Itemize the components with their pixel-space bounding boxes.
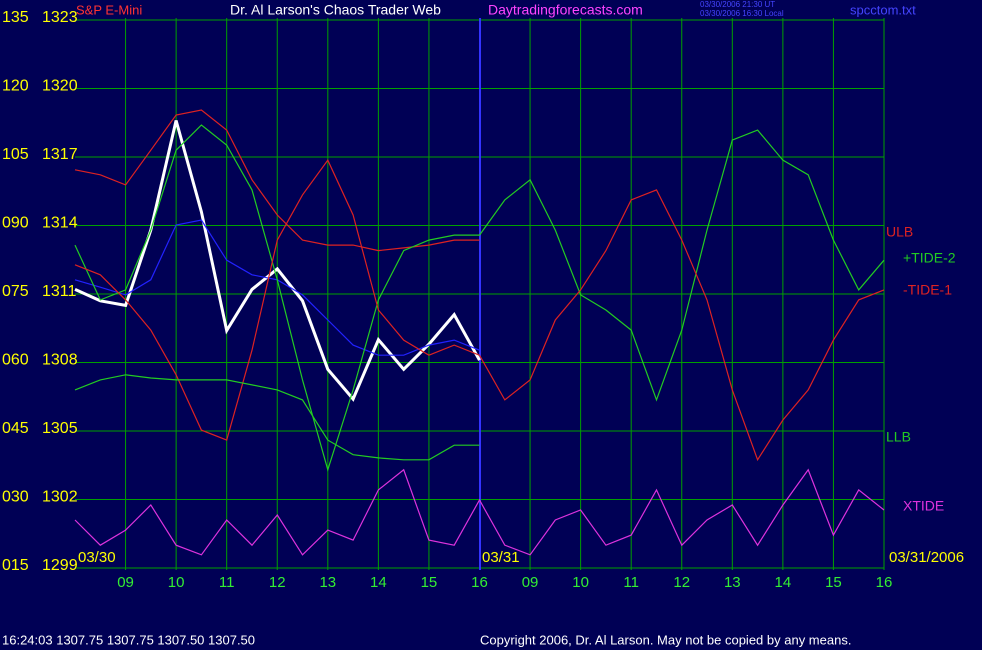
x-tick-label: 09 — [117, 574, 134, 591]
y-tick-label: 045 — [2, 420, 29, 437]
series-label: -TIDE-1 — [903, 282, 952, 298]
x-tick-label: 16 — [876, 574, 893, 591]
y-tick-label: 075 — [2, 283, 29, 300]
y2-tick-label: 1317 — [42, 146, 78, 163]
series-label: S&P E-Mini — [76, 2, 142, 17]
x-tick-label: 13 — [319, 574, 336, 591]
y2-tick-label: 1311 — [42, 283, 77, 300]
series-label: LLB — [886, 429, 911, 445]
x-tick-label: 13 — [724, 574, 741, 591]
x-tick-label: 12 — [269, 574, 286, 591]
y2-tick-label: 1308 — [42, 352, 78, 369]
x-tick-label: 10 — [572, 574, 589, 591]
x-tick-label: 12 — [673, 574, 690, 591]
copyright: Copyright 2006, Dr. Al Larson. May not b… — [480, 632, 851, 647]
series-label: ULB — [886, 224, 913, 240]
y2-tick-label: 1314 — [42, 215, 78, 232]
y-tick-label: 120 — [2, 78, 29, 95]
timestamp: 03/30/2006 21:30 UT — [700, 0, 775, 9]
timestamp: 03/30/2006 16:30 Local — [700, 9, 784, 18]
series-line — [74, 120, 481, 402]
series-line — [74, 159, 885, 462]
y2-tick-label: 1299 — [42, 557, 78, 574]
y2-tick-label: 1305 — [42, 420, 78, 437]
series-label: XTIDE — [903, 498, 944, 514]
y-tick-label: 015 — [2, 557, 29, 574]
series-label: +TIDE-2 — [903, 250, 956, 266]
y-tick-label: 030 — [2, 489, 29, 506]
y-tick-label: 060 — [2, 352, 29, 369]
series-line — [74, 468, 885, 556]
y-tick-label: 135 — [2, 9, 29, 26]
date-label: 03/31/2006 — [889, 549, 964, 566]
x-tick-label: 14 — [370, 574, 387, 591]
series-line — [74, 374, 480, 461]
x-tick-label: 11 — [623, 574, 639, 591]
x-tick-label: 14 — [775, 574, 792, 591]
x-tick-label: 11 — [219, 574, 235, 591]
x-tick-label: 09 — [522, 574, 539, 591]
date-label: 03/31 — [482, 549, 520, 566]
date-label: 03/30 — [78, 549, 116, 566]
x-tick-label: 15 — [825, 574, 842, 591]
series-line — [74, 124, 885, 472]
y2-tick-label: 1302 — [42, 489, 78, 506]
x-tick-label: 10 — [168, 574, 185, 591]
status-line: 16:24:03 1307.75 1307.75 1307.50 1307.50 — [2, 632, 255, 647]
y2-tick-label: 1323 — [42, 9, 78, 26]
x-tick-label: 15 — [421, 574, 438, 591]
chart-title: Dr. Al Larson's Chaos Trader Web — [230, 2, 441, 18]
y-tick-label: 105 — [2, 146, 29, 163]
website: Daytradingforecasts.com — [488, 2, 643, 18]
y-tick-label: 090 — [2, 215, 29, 232]
x-tick-label: 16 — [471, 574, 488, 591]
file-name: spcctom.txt — [850, 2, 916, 17]
y2-tick-label: 1320 — [42, 78, 78, 95]
